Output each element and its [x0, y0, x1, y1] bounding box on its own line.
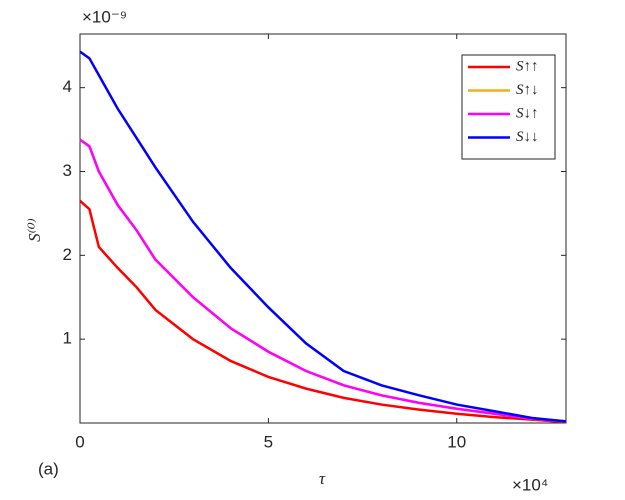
legend-label: S↓↑ — [516, 105, 539, 121]
y-multiplier: ×10⁻⁹ — [82, 7, 127, 26]
y-axis-label: S⁽⁰⁾ — [25, 218, 44, 242]
line-series — [79, 138, 567, 423]
x-tick-label: 0 — [75, 432, 84, 451]
x-tick-label: 5 — [264, 432, 273, 451]
line-series — [79, 50, 567, 423]
panel-label: (a) — [38, 459, 59, 478]
x-tick-label: 10 — [447, 432, 466, 451]
legend-label: S↑↓ — [516, 82, 539, 98]
y-tick-label: 4 — [63, 77, 72, 96]
legend-label: S↓↓ — [516, 129, 539, 145]
x-multiplier: ×10⁴ — [512, 475, 548, 494]
legend-box — [461, 54, 556, 160]
line-series — [79, 199, 567, 424]
y-tick-label: 3 — [63, 161, 72, 180]
legend-label: S↑↑ — [516, 58, 539, 74]
y-tick-label: 2 — [63, 245, 72, 264]
y-tick-label: 1 — [63, 329, 72, 348]
x-axis-label: τ — [319, 469, 326, 488]
